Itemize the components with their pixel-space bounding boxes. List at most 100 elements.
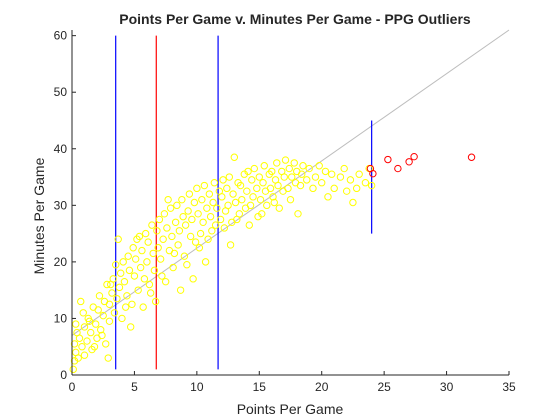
data-point-149: [299, 162, 307, 170]
data-point-162: [342, 187, 351, 195]
data-point-93: [211, 221, 220, 229]
data-point-133: [274, 181, 282, 190]
outlier-point-3: [394, 164, 402, 173]
data-point-154: [315, 162, 323, 170]
data-point-78: [188, 215, 196, 224]
data-point-118: [250, 164, 258, 173]
data-point-191: [90, 343, 99, 351]
axes: [71, 30, 510, 376]
data-point-42: [131, 255, 140, 263]
data-point-35: [120, 277, 129, 286]
data-point-89: [205, 190, 214, 198]
data-point-124: [260, 162, 268, 170]
data-point-68: [173, 201, 181, 210]
data-point-141: [286, 195, 295, 204]
outlier-point-4: [405, 158, 413, 166]
data-point-156: [321, 167, 330, 176]
data-point-9: [80, 323, 89, 331]
data-point-153: [311, 173, 320, 181]
data-point-65: [168, 232, 176, 241]
data-point-142: [288, 173, 296, 181]
data-point-73: [180, 252, 189, 260]
data-point-106: [231, 198, 240, 207]
data-point-85: [199, 218, 207, 226]
data-point-128: [266, 184, 275, 193]
data-point-25: [105, 300, 114, 309]
data-point-122: [256, 195, 265, 204]
data-point-58: [156, 255, 165, 263]
outlier-point-1: [369, 169, 377, 178]
data-point-52: [148, 221, 156, 229]
y-tick-label-30: 30: [54, 198, 68, 212]
data-point-175: [133, 235, 141, 243]
data-point-20: [99, 311, 107, 320]
data-point-179: [183, 261, 191, 269]
data-point-64: [166, 204, 175, 212]
data-point-26: [108, 289, 116, 297]
x-tick-label-0: 0: [69, 380, 76, 394]
data-point-197: [164, 195, 172, 204]
data-point-17: [94, 306, 102, 314]
data-point-15: [92, 320, 100, 328]
data-point-189: [77, 297, 85, 306]
data-point-97: [218, 193, 226, 201]
data-point-171: [98, 331, 106, 340]
data-point-50: [144, 238, 152, 246]
data-point-75: [184, 207, 192, 215]
data-point-84: [198, 195, 206, 204]
outlier-point-6: [467, 153, 476, 161]
data-point-45: [136, 263, 145, 272]
data-point-134: [275, 204, 283, 212]
data-point-43: [134, 286, 142, 294]
x-tick-label-30: 30: [440, 380, 454, 394]
data-point-165: [352, 184, 361, 193]
data-point-88: [204, 235, 212, 243]
data-point-46: [138, 246, 146, 255]
data-point-86: [200, 181, 209, 190]
data-point-82: [194, 210, 202, 218]
data-point-198: [201, 258, 210, 266]
chart-title: Points Per Game v. Minutes Per Game - PP…: [119, 11, 471, 27]
data-point-110: [238, 195, 246, 204]
data-point-174: [121, 303, 130, 311]
y-tick-label-40: 40: [54, 142, 68, 156]
data-point-6: [78, 343, 86, 351]
data-point-39: [128, 300, 136, 309]
data-point-117: [249, 193, 257, 201]
data-point-163: [346, 176, 355, 184]
data-point-159: [330, 184, 338, 193]
data-point-90: [206, 212, 215, 221]
data-point-48: [141, 229, 150, 238]
data-point-113: [243, 187, 251, 195]
data-point-132: [273, 159, 281, 167]
data-point-116: [248, 176, 256, 184]
data-point-129: [268, 167, 276, 176]
data-point-56: [154, 244, 162, 252]
data-point-62: [163, 224, 171, 232]
data-point-102: [225, 173, 234, 181]
data-point-160: [336, 173, 345, 181]
data-point-140: [285, 164, 293, 173]
data-point-72: [179, 212, 187, 221]
data-point-10: [83, 337, 91, 345]
data-point-109: [236, 181, 245, 190]
data-point-185: [258, 210, 266, 218]
data-point-166: [355, 170, 363, 178]
data-point-69: [174, 241, 182, 249]
data-point-164: [349, 198, 357, 207]
data-point-121: [255, 173, 263, 181]
data-point-146: [294, 210, 302, 218]
data-point-190: [104, 354, 112, 362]
data-point-172: [107, 280, 115, 289]
data-point-173: [79, 309, 87, 317]
x-tick-label-35: 35: [502, 380, 516, 394]
data-point-92: [210, 179, 219, 187]
data-point-151: [305, 164, 313, 173]
y-tick-label-0: 0: [60, 368, 67, 382]
data-point-4: [74, 354, 82, 362]
tick-labels: 0 5 10 15 20 25 30 35 0 10 20 30 40 50 60: [54, 29, 516, 394]
data-point-80: [191, 238, 200, 246]
data-point-28: [110, 309, 119, 317]
